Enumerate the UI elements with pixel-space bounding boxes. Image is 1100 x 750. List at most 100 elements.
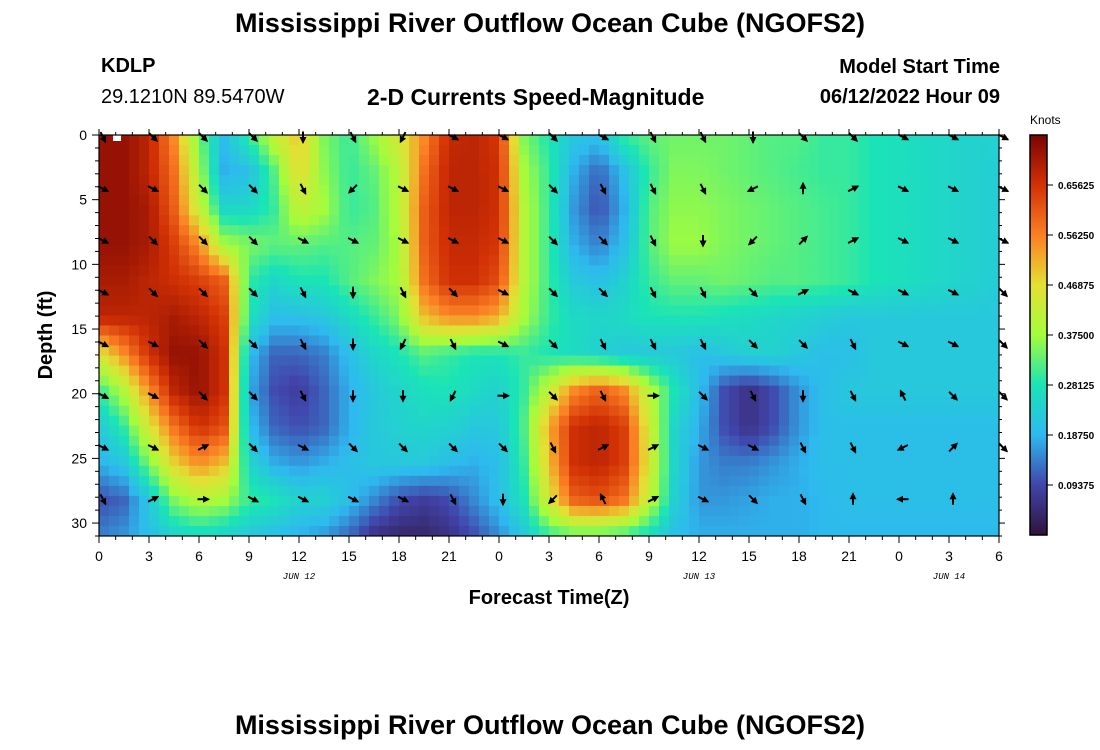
heatmap-cell — [909, 415, 920, 427]
heatmap-cell — [879, 155, 890, 166]
heatmap-cell — [309, 385, 320, 397]
heatmap-cell — [889, 525, 900, 536]
heatmap-cell — [729, 355, 740, 367]
heatmap-cell — [549, 275, 560, 286]
heatmap-cell — [789, 295, 800, 307]
heatmap-cell — [599, 135, 610, 146]
heatmap-cell — [419, 335, 430, 347]
heatmap-cell — [319, 455, 330, 467]
heatmap-cell — [769, 345, 780, 357]
heatmap-cell — [259, 165, 270, 176]
colorbar-label: 0.46875 — [1058, 281, 1095, 292]
heatmap-cell — [549, 395, 560, 407]
heatmap-cell — [269, 165, 280, 176]
heatmap-cell — [499, 405, 510, 417]
heatmap-cell — [849, 275, 860, 286]
heatmap-cell — [429, 165, 440, 176]
heatmap-cell — [749, 155, 760, 166]
heatmap-cell — [449, 245, 460, 256]
heatmap-cell — [409, 495, 420, 507]
heatmap-cell — [989, 425, 999, 437]
heatmap-cell — [489, 415, 500, 427]
heatmap-cell — [539, 505, 550, 517]
y-tick-label: 5 — [79, 192, 87, 208]
heatmap-cell — [969, 495, 980, 507]
heatmap-cell — [899, 295, 910, 307]
heatmap-cell — [239, 215, 250, 226]
heatmap-cell — [339, 515, 350, 527]
heatmap-cell — [239, 285, 250, 297]
heatmap-cell — [849, 525, 860, 536]
heatmap-cell — [859, 495, 870, 507]
heatmap-cell — [989, 355, 999, 367]
heatmap-cell — [139, 465, 150, 477]
heatmap-cell — [839, 215, 850, 226]
heatmap-cell — [729, 425, 740, 437]
heatmap-cell — [199, 505, 210, 517]
heatmap-cell — [429, 195, 440, 206]
heatmap-cell — [359, 245, 370, 256]
heatmap-cell — [669, 275, 680, 286]
heatmap-cell — [729, 435, 740, 447]
heatmap-cell — [699, 405, 710, 417]
heatmap-cell — [629, 455, 640, 467]
heatmap-cell — [669, 185, 680, 196]
heatmap-cell — [779, 415, 790, 427]
heatmap-cell — [109, 375, 120, 387]
heatmap-cell — [149, 455, 160, 467]
heatmap-cell — [719, 375, 730, 387]
heatmap-cell — [299, 295, 310, 307]
heatmap-cell — [579, 435, 590, 447]
heatmap-cell — [249, 325, 260, 337]
heatmap-cell — [989, 515, 999, 527]
heatmap-cell — [779, 205, 790, 216]
heatmap-cell — [169, 145, 180, 156]
heatmap-cell — [609, 415, 620, 427]
heatmap-cell — [549, 215, 560, 226]
heatmap-cell — [459, 425, 470, 437]
heatmap-cells — [99, 135, 999, 536]
heatmap-cell — [449, 455, 460, 467]
heatmap-cell — [609, 455, 620, 467]
heatmap-cell — [709, 345, 720, 357]
heatmap-cell — [499, 195, 510, 206]
heatmap-cell — [749, 395, 760, 407]
heatmap-cell — [429, 175, 440, 186]
heatmap-cell — [769, 175, 780, 186]
heatmap-cell — [919, 425, 930, 437]
heatmap-cell — [389, 475, 400, 487]
heatmap-cell — [959, 375, 970, 387]
heatmap-cell — [349, 265, 360, 276]
heatmap-cell — [569, 365, 580, 377]
heatmap-cell — [349, 375, 360, 387]
heatmap-cell — [659, 165, 670, 176]
heatmap-cell — [169, 175, 180, 186]
heatmap-cell — [379, 135, 390, 146]
heatmap-cell — [939, 355, 950, 367]
heatmap-cell — [199, 275, 210, 286]
heatmap-cell — [449, 465, 460, 477]
heatmap-cell — [609, 355, 620, 367]
heatmap-cell — [489, 435, 500, 447]
heatmap-cell — [759, 425, 770, 437]
heatmap-cell — [979, 175, 990, 186]
heatmap-cell — [879, 275, 890, 286]
heatmap-cell — [479, 415, 490, 427]
heatmap-cell — [579, 425, 590, 437]
heatmap-cell — [559, 235, 570, 246]
heatmap-cell — [489, 425, 500, 437]
heatmap-cell — [599, 335, 610, 347]
heatmap-cell — [329, 485, 340, 497]
heatmap-cell — [389, 195, 400, 206]
heatmap-cell — [949, 265, 960, 276]
heatmap-cell — [749, 335, 760, 347]
heatmap-cell — [789, 285, 800, 297]
heatmap-cell — [279, 255, 290, 266]
heatmap-cell — [819, 235, 830, 246]
heatmap-cell — [379, 315, 390, 327]
heatmap-cell — [789, 475, 800, 487]
heatmap-cell — [669, 195, 680, 206]
heatmap-cell — [109, 495, 120, 507]
heatmap-cell — [329, 375, 340, 387]
heatmap-cell — [179, 135, 190, 146]
